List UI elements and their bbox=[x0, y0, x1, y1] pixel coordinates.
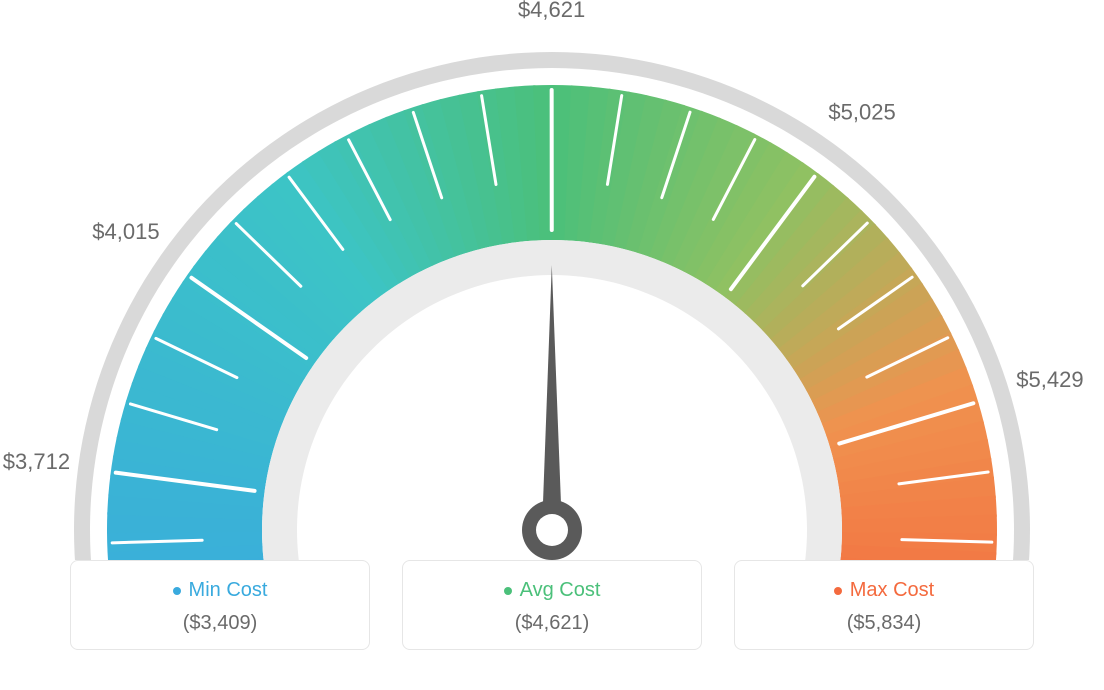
legend-dot-min bbox=[173, 587, 181, 595]
legend-title-max: Max Cost bbox=[834, 579, 934, 602]
gauge-tick-label: $3,712 bbox=[3, 449, 70, 474]
legend-card-avg: Avg Cost ($4,621) bbox=[402, 560, 702, 650]
gauge-tick-label: $5,025 bbox=[828, 100, 895, 125]
gauge-tick-label: $4,621 bbox=[518, 0, 585, 22]
legend-title-avg: Avg Cost bbox=[504, 579, 601, 602]
legend-title-text-min: Min Cost bbox=[189, 579, 268, 602]
legend-title-text-avg: Avg Cost bbox=[520, 579, 601, 602]
gauge-container: $3,409$3,712$4,015$4,621$5,025$5,429$5,8… bbox=[0, 0, 1104, 560]
legend-title-min: Min Cost bbox=[173, 579, 268, 602]
legend-value-avg: ($4,621) bbox=[413, 612, 691, 635]
cost-gauge: $3,409$3,712$4,015$4,621$5,025$5,429$5,8… bbox=[0, 0, 1104, 560]
legend-dot-max bbox=[834, 587, 842, 595]
gauge-needle bbox=[542, 265, 562, 530]
gauge-tick-label: $5,429 bbox=[1016, 367, 1083, 392]
gauge-tick-label: $4,015 bbox=[92, 219, 159, 244]
legend-value-max: ($5,834) bbox=[745, 612, 1023, 635]
legend-row: Min Cost ($3,409) Avg Cost ($4,621) Max … bbox=[0, 560, 1104, 650]
legend-title-text-max: Max Cost bbox=[850, 579, 934, 602]
legend-card-min: Min Cost ($3,409) bbox=[70, 560, 370, 650]
legend-dot-avg bbox=[504, 587, 512, 595]
legend-value-min: ($3,409) bbox=[81, 612, 359, 635]
legend-card-max: Max Cost ($5,834) bbox=[734, 560, 1034, 650]
